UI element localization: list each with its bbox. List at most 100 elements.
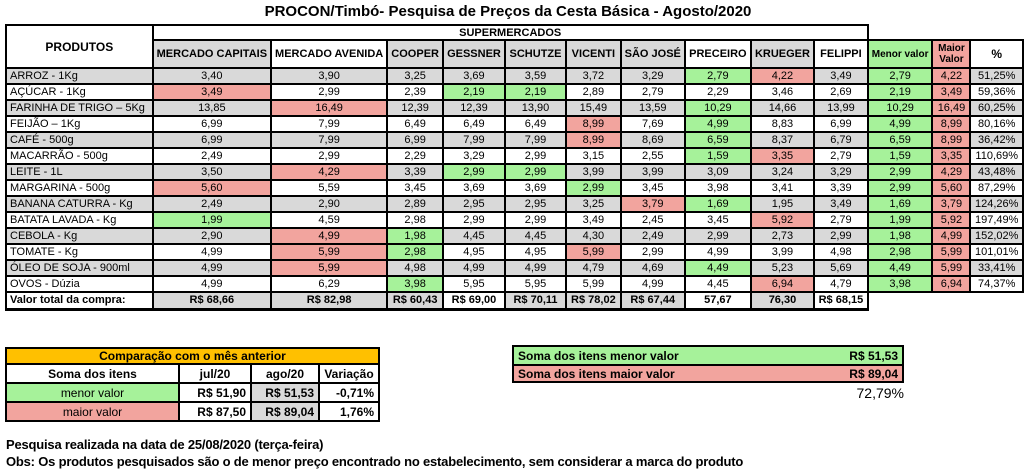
price-cell: 3,98 [386, 275, 445, 293]
price-cell: 3,49 [565, 211, 622, 229]
price-cell: 8,99 [565, 131, 622, 149]
price-cell: 5,95 [503, 275, 568, 293]
price-cell: 7,99 [270, 115, 389, 133]
price-cell: 3,40 [151, 67, 273, 85]
product-row: OVOS - Dúzia 4,99 6,29 3,98 5,95 5,95 5,99 4,99… [5, 275, 1024, 293]
price-cell: 13,90 [503, 99, 568, 117]
price-cell: 6,99 [813, 115, 869, 133]
comparison-row: menor valor R$ 51,90 R$ 51,53 -0,71% [5, 382, 380, 403]
price-cell: 4,99 [503, 259, 568, 277]
price-cell: 2,89 [386, 195, 445, 213]
total-cell: R$ 68,15 [813, 291, 869, 311]
price-cell: 13,59 [619, 99, 686, 117]
menor-cell: 1,99 [866, 211, 934, 229]
percent-cell: 59,36% [969, 83, 1024, 101]
comparison-col-header: Soma dos itens [5, 363, 180, 384]
price-cell: 4,98 [813, 243, 869, 261]
price-cell: 1,59 [683, 147, 752, 165]
price-cell: 6,99 [151, 131, 273, 149]
menor-cell: 2,98 [866, 243, 934, 261]
percent-cell: 60,25% [969, 99, 1024, 117]
product-row: LEITE - 1L 3,50 4,29 3,39 2,99 2,99 3,99 3,99 3,… [5, 163, 1024, 181]
menor-cell: 2,19 [866, 83, 934, 101]
market-header: MERCADO AVENIDA [270, 39, 389, 69]
price-cell: 2,99 [270, 83, 389, 101]
comparison-var-value: 1,76% [318, 401, 380, 422]
price-cell: 3,45 [619, 179, 686, 197]
price-cell: 3,69 [503, 179, 568, 197]
price-cell: 3,41 [749, 179, 816, 197]
percent-cell: 43,48% [969, 163, 1024, 181]
product-row: MARGARINA - 500g 5,60 5,59 3,45 3,69 3,69 2,99… [5, 179, 1024, 197]
price-cell: 3,99 [565, 163, 622, 181]
price-cell: 2,99 [270, 147, 389, 165]
price-cell: 5,59 [270, 179, 389, 197]
total-cell: 57,67 [683, 291, 752, 311]
price-cell: 2,49 [619, 227, 686, 245]
header-spacer [932, 25, 971, 40]
price-cell: 5,99 [270, 243, 389, 261]
price-cell: 2,49 [151, 147, 273, 165]
price-cell: 3,49 [813, 67, 869, 85]
menor-valor-header: Menor valor [866, 39, 934, 69]
footer-note-obs: Obs: Os produtos pesquisados são o de me… [6, 454, 744, 469]
price-cell: 8,83 [749, 115, 816, 133]
product-row: AÇÚCAR - 1Kg 3,49 2,99 2,39 2,19 2,19 2,89 2,79… [5, 83, 1024, 101]
summary-value: R$ 51,53 [849, 348, 898, 363]
price-cell: 3,69 [442, 67, 506, 85]
maior-cell: 5,99 [931, 243, 972, 261]
product-name: AÇÚCAR - 1Kg [5, 83, 154, 101]
price-cell: 2,99 [503, 163, 568, 181]
price-cell: 7,99 [442, 131, 506, 149]
market-header: VICENTI [565, 39, 622, 69]
price-cell: 2,90 [151, 227, 273, 245]
total-cell: 76,30 [749, 291, 816, 311]
price-cell: 2,99 [503, 211, 568, 229]
price-cell: 2,99 [619, 243, 686, 261]
price-cell: 4,99 [683, 115, 752, 133]
price-cell: 3,35 [749, 147, 816, 165]
menor-cell: 3,98 [866, 275, 934, 293]
maior-cell: 16,49 [931, 99, 972, 117]
menor-cell: 4,99 [866, 115, 934, 133]
product-name: LEITE - 1L [5, 163, 154, 181]
price-cell: 5,95 [442, 275, 506, 293]
price-cell: 3,45 [386, 179, 445, 197]
total-cell: R$ 69,00 [442, 291, 506, 311]
price-cell: 8,99 [565, 115, 622, 133]
comparison-col-header: ago/20 [250, 363, 320, 384]
menor-cell: 2,99 [866, 179, 934, 197]
comparison-label: maior valor [5, 401, 180, 422]
price-cell: 2,99 [683, 227, 752, 245]
product-name: ÓLEO DE SOJA - 900ml [5, 259, 154, 277]
product-row: ARROZ - 1Kg 3,40 3,90 3,25 3,69 3,59 3,72 3,29 2… [5, 67, 1024, 85]
price-cell: 2,49 [151, 195, 273, 213]
product-row: FARINHA DE TRIGO – 5Kg 13,85 16,49 12,39 12,… [5, 99, 1024, 117]
header-spacer [970, 25, 1023, 40]
price-cell: 4,45 [503, 227, 568, 245]
menor-cell: 10,29 [866, 99, 934, 117]
percent-cell: 87,29% [969, 179, 1024, 197]
menor-cell: 2,79 [866, 67, 934, 85]
maior-cell: 4,29 [931, 163, 972, 181]
market-header: GESSNER [442, 39, 506, 69]
maior-cell: 3,79 [931, 195, 972, 213]
product-name: OVOS - Dúzia [5, 275, 154, 293]
price-cell: 2,95 [442, 195, 506, 213]
price-cell: 6,94 [749, 275, 816, 293]
product-row: CAFÉ - 500g 6,99 7,99 6,99 7,99 7,99 8,99 8,69 6… [5, 131, 1024, 149]
product-row: CEBOLA - Kg 2,90 4,99 1,98 4,45 4,45 4,30 2,49 2… [5, 227, 1024, 245]
price-cell: 2,39 [386, 83, 445, 101]
maior-cell: 5,99 [931, 259, 972, 277]
maior-cell: 8,99 [931, 115, 972, 133]
price-cell: 2,99 [503, 147, 568, 165]
price-cell: 3,49 [151, 83, 273, 101]
price-cell: 6,79 [813, 131, 869, 149]
price-cell: 4,99 [151, 259, 273, 277]
product-name: TOMATE - Kg [5, 243, 154, 261]
product-name: MACARRÃO - 500g [5, 147, 154, 165]
summary-value: R$ 89,04 [849, 366, 898, 381]
comparison-jul-value: R$ 87,50 [178, 401, 252, 422]
market-header: KRUEGER [749, 39, 816, 69]
total-spacer [970, 292, 1023, 309]
